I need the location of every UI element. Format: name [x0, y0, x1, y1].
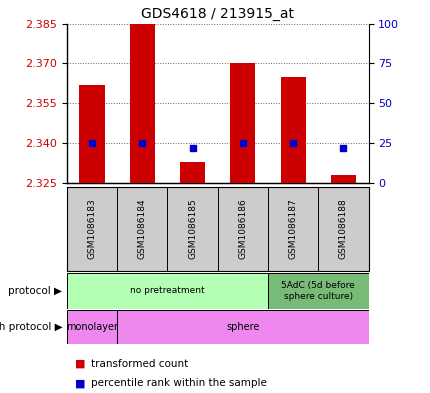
Text: GSM1086183: GSM1086183 — [87, 198, 96, 259]
Bar — [330, 175, 355, 183]
Bar — [67, 310, 117, 344]
Text: GSM1086186: GSM1086186 — [238, 198, 247, 259]
Text: ■: ■ — [75, 358, 86, 369]
Text: monolayer: monolayer — [66, 322, 118, 332]
Bar — [180, 162, 205, 183]
Text: protocol ▶: protocol ▶ — [9, 286, 62, 296]
Text: no pretreatment: no pretreatment — [130, 286, 204, 295]
Text: 5AdC (5d before
sphere culture): 5AdC (5d before sphere culture) — [281, 281, 354, 301]
Text: transformed count: transformed count — [90, 358, 187, 369]
Bar — [280, 77, 305, 183]
Bar — [129, 16, 154, 183]
Title: GDS4618 / 213915_at: GDS4618 / 213915_at — [141, 7, 293, 21]
Bar — [267, 273, 368, 309]
Bar — [117, 310, 368, 344]
Text: growth protocol ▶: growth protocol ▶ — [0, 322, 62, 332]
Text: ■: ■ — [75, 378, 86, 388]
Text: GSM1086185: GSM1086185 — [187, 198, 197, 259]
Text: GSM1086188: GSM1086188 — [338, 198, 347, 259]
Bar — [230, 63, 255, 183]
Bar — [79, 84, 104, 183]
Text: GSM1086187: GSM1086187 — [288, 198, 297, 259]
Bar — [67, 273, 267, 309]
Text: percentile rank within the sample: percentile rank within the sample — [90, 378, 266, 388]
Text: GSM1086184: GSM1086184 — [138, 198, 146, 259]
Text: sphere: sphere — [226, 322, 259, 332]
